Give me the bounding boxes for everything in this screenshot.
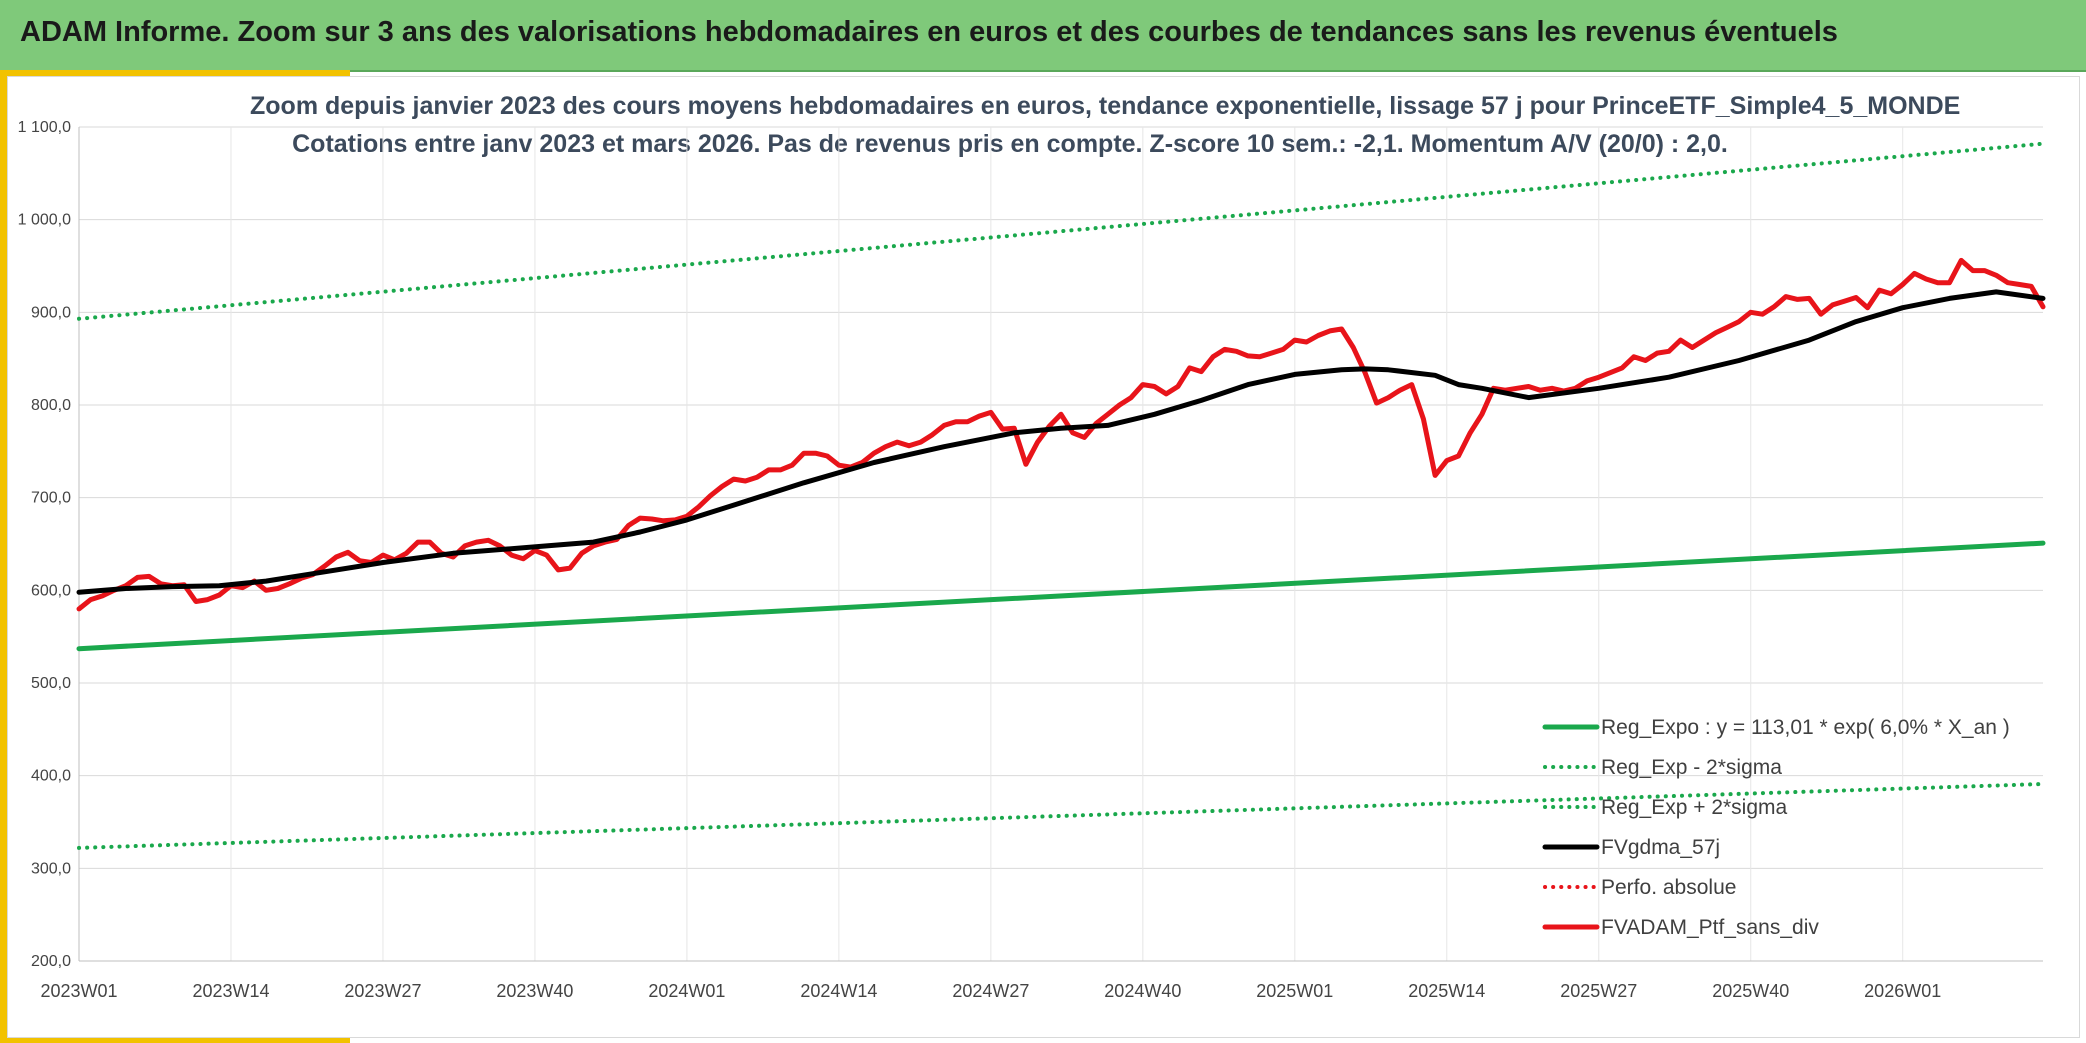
chart-title: Zoom depuis janvier 2023 des cours moyen… [250,92,1961,120]
accent-bar-left [0,70,7,1043]
chart-area [7,76,2080,1038]
report-banner: ADAM Informe. Zoom sur 3 ans des valoris… [0,0,2086,72]
chart-subtitle: Cotations entre janv 2023 et mars 2026. … [292,130,1728,158]
accent-bar-top [0,70,350,76]
report-title: ADAM Informe. Zoom sur 3 ans des valoris… [20,16,1838,48]
accent-bar-bottom [0,1036,350,1043]
